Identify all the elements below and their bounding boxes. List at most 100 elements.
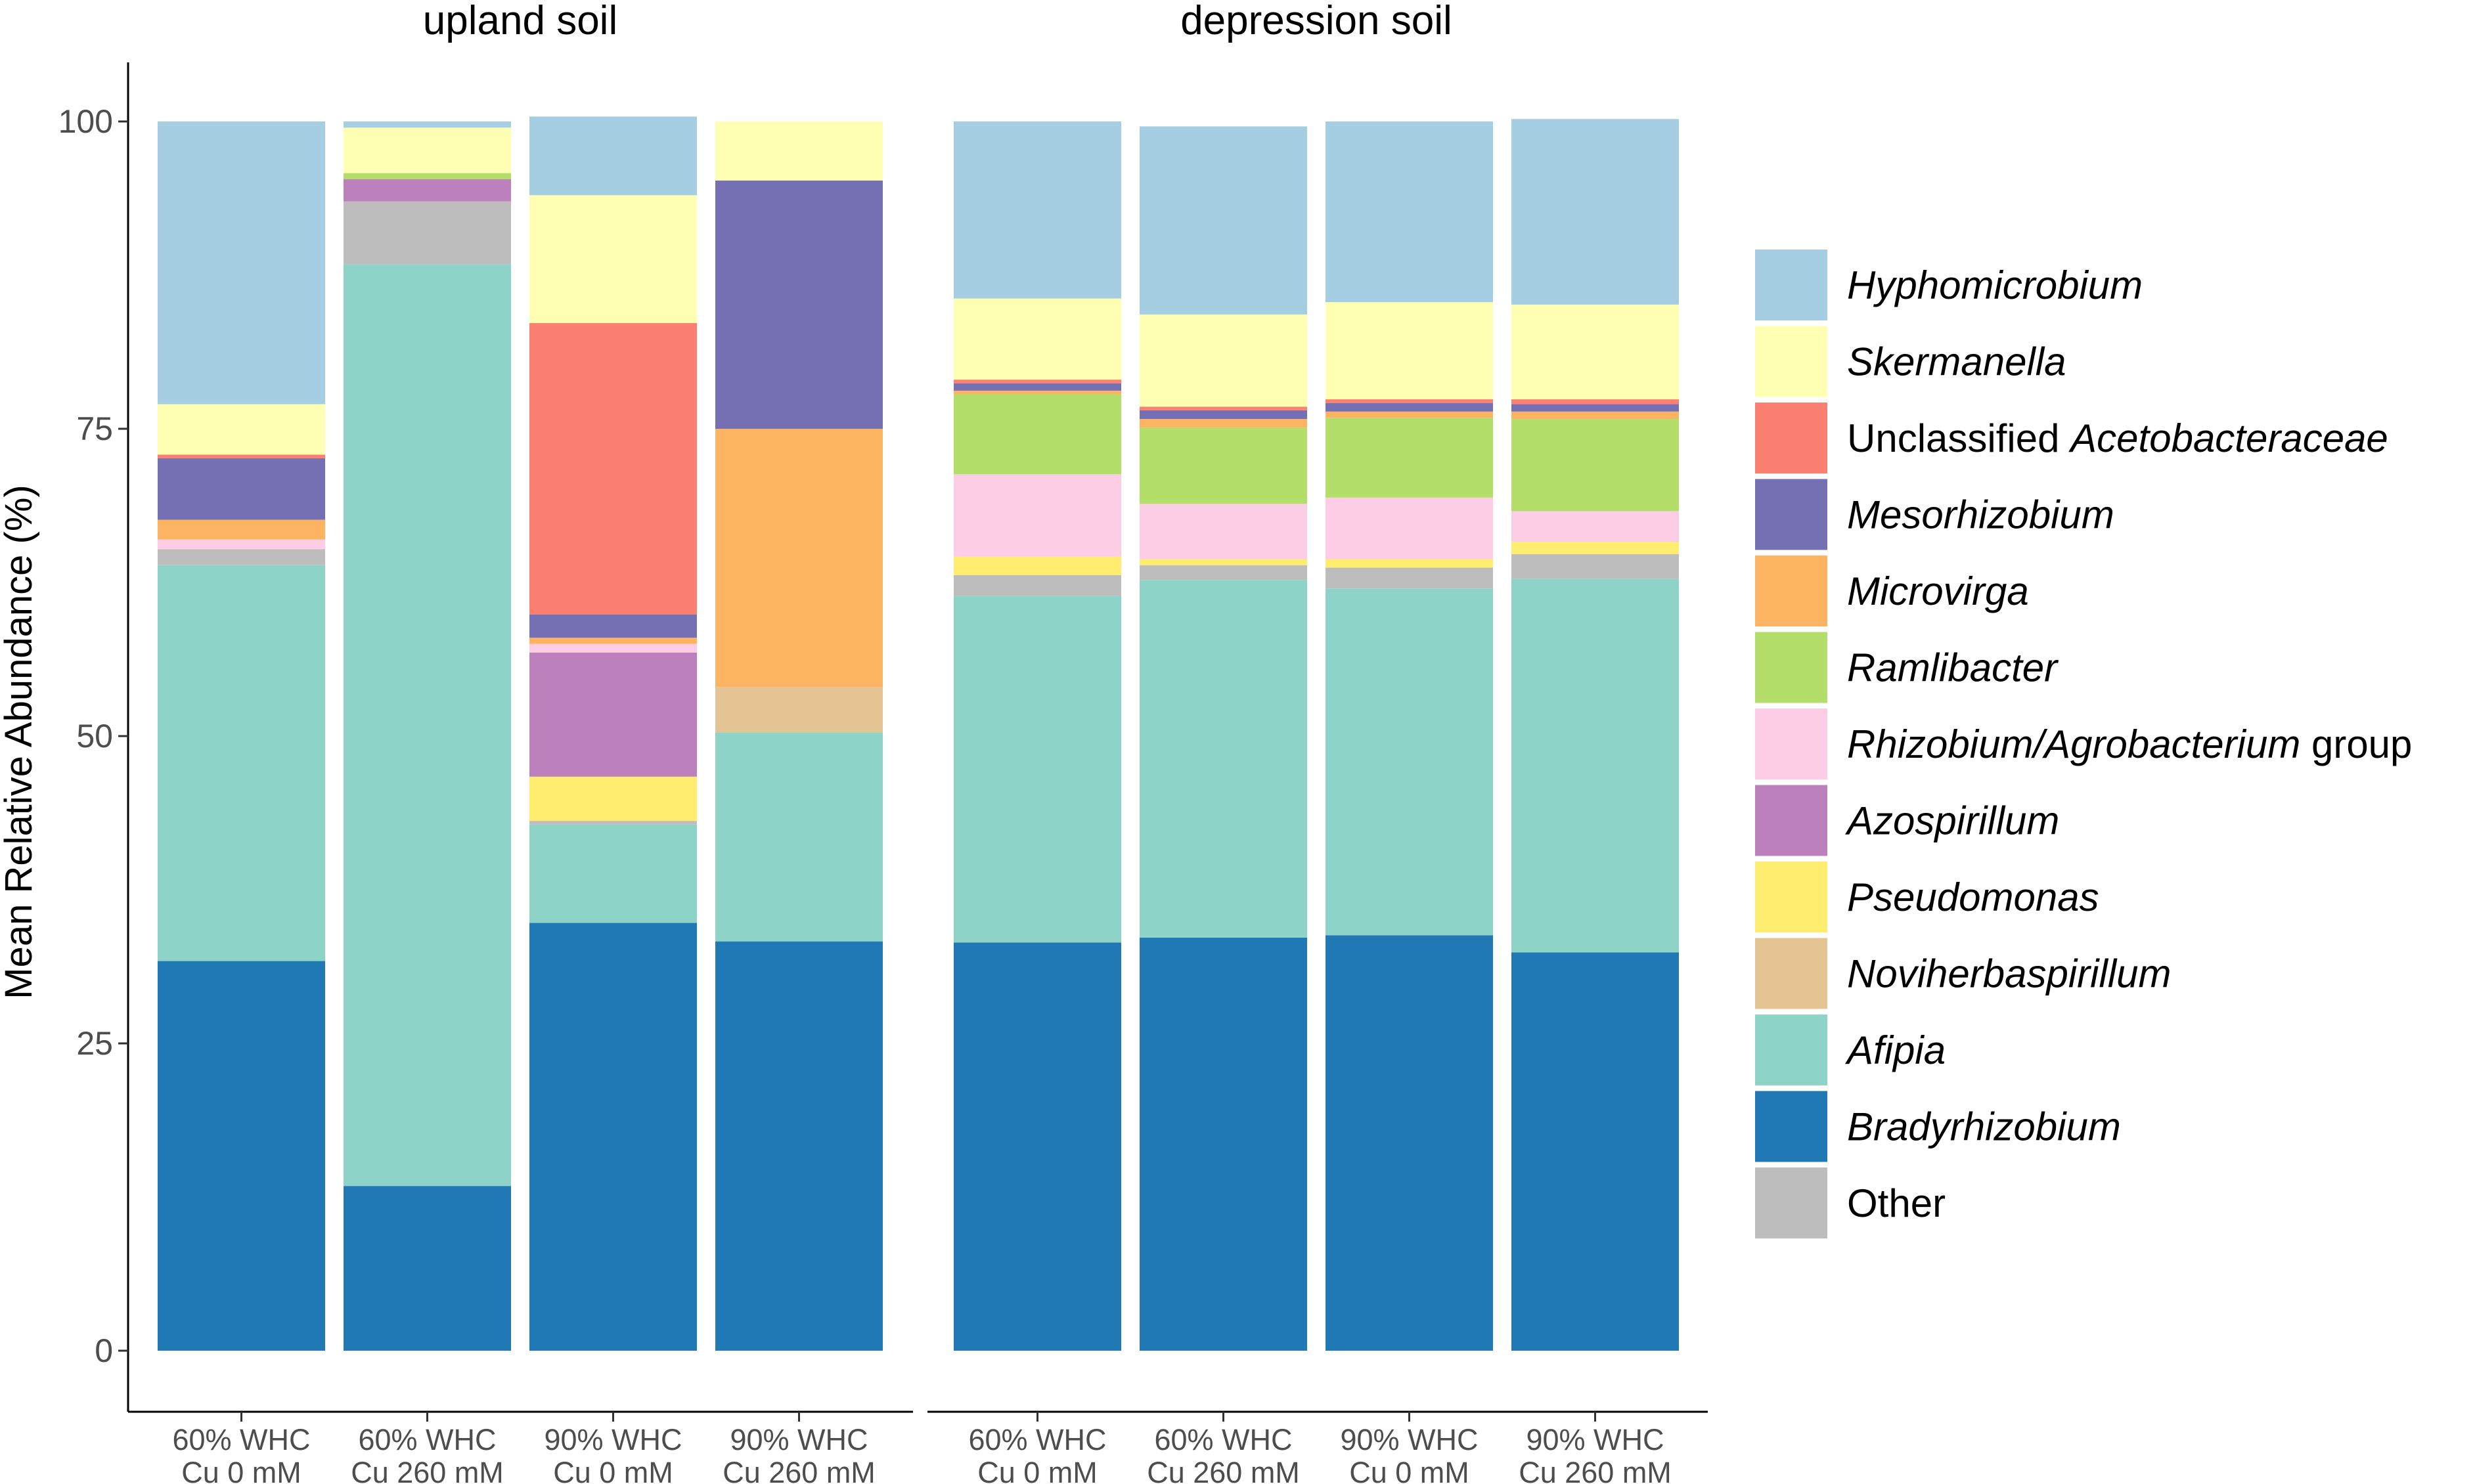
bar-segment [954,394,1121,475]
bar-segment [1140,410,1307,420]
legend-label: Ramlibacter [1847,646,2059,690]
legend-label: Mesorhizobium [1847,493,2114,537]
y-tick-label: 100 [58,103,113,140]
bar-segment [1326,567,1493,589]
bar-segment [1140,427,1307,504]
bar-segment [158,458,325,520]
bar-segment [158,549,325,565]
bar-segment [1326,411,1493,418]
legend-key [1755,632,1827,703]
legend-key [1755,1015,1827,1085]
legend-label: Other [1847,1181,1946,1225]
bar-segment [344,179,511,202]
bar-segment [1511,542,1679,554]
x-tick-label: 60% WHC Cu 260 mM [351,1423,504,1484]
bar-segment [344,264,511,1187]
bar-segment [954,575,1121,596]
x-tick-label: 90% WHC Cu 260 mM [723,1423,876,1484]
bar-segment [954,556,1121,575]
bar-segment [715,121,883,181]
bar-segment [1140,565,1307,580]
legend-label: Afipia [1845,1028,1946,1072]
bar-segment [1511,511,1679,542]
legend-label: Bradyrhizobium [1847,1105,2121,1149]
bar-segment [954,298,1121,380]
legend-key [1755,1091,1827,1162]
bar-segment [158,565,325,961]
bar-segment [158,519,325,540]
bar-segment [1140,419,1307,428]
legend-key [1755,1168,1827,1238]
bar-segment [1511,304,1679,400]
bar-segment [1326,403,1493,412]
legend-label: Skermanella [1847,340,2066,384]
x-tick-label: 90% WHC Cu 0 mM [1340,1423,1478,1484]
bar-segment [1140,126,1307,315]
bar-segment [1511,119,1679,305]
bar-segment [715,687,883,733]
legend: Hyphomicrobium Skermanella Unclassified Ac… [1755,250,2412,1238]
bars [158,116,1679,1351]
y-tick-label: 25 [76,1025,113,1062]
bar-segment [954,383,1121,391]
axes: Mean Relative Abundance (%) 0 25 50 75 100 60… [0,62,1708,1484]
legend-key [1755,479,1827,550]
bar-segment [1140,559,1307,565]
legend-label: Azospirillum [1845,799,2059,843]
bar-segment [954,942,1121,1351]
bar-segment [158,404,325,455]
legend-key [1755,709,1827,779]
bar-segment [529,824,697,923]
y-axis-label: Mean Relative Abundance (%) [0,485,40,999]
bar-segment [1511,411,1679,420]
legend-key [1755,862,1827,932]
bar-segment [1326,497,1493,559]
bar-segment [715,180,883,429]
bar-segment [1511,404,1679,412]
x-tick-label: 90% WHC Cu 0 mM [544,1423,682,1484]
bar-segment [1326,588,1493,936]
panel-titles: upland soil depression soil [423,0,1452,43]
bar-segment [715,732,883,942]
bar-segment [1511,554,1679,579]
legend-key [1755,403,1827,473]
bar-segment [715,429,883,687]
bar-segment [1140,580,1307,938]
legend-label: Noviherbaspirillum [1847,952,2172,996]
bar-segment [954,121,1121,299]
legend-label: Hyphomicrobium [1847,263,2143,307]
legend-label: Rhizobium/Agrobacterium group [1847,722,2412,766]
bar-segment [1140,938,1307,1351]
bar-segment [715,941,883,1351]
bar-segment [1511,399,1679,404]
bar-segment [344,127,511,173]
bar-segment [529,652,697,777]
bar-segment [954,474,1121,557]
bar-segment [1326,935,1493,1351]
bar-segment [529,776,697,821]
x-tick-label: 60% WHC Cu 0 mM [968,1423,1106,1484]
bar-segment [1326,302,1493,400]
bar-segment [529,116,697,196]
bar-segment [529,614,697,638]
bar-segment [954,390,1121,395]
bar-segment [529,923,697,1351]
bar-segment [1326,418,1493,498]
bar-segment [158,961,325,1351]
bar-segment [529,644,697,653]
panel-title: upland soil [423,0,617,43]
bar-segment [1140,314,1307,407]
x-tick-label: 60% WHC Cu 260 mM [1147,1423,1300,1484]
bar-segment [158,121,325,404]
y-tick-label: 75 [76,410,113,447]
panel-title: depression soil [1180,0,1452,43]
bar-segment [158,539,325,550]
legend-key [1755,250,1827,320]
legend-key [1755,326,1827,397]
bar-segment [954,596,1121,943]
x-tick-label: 90% WHC Cu 260 mM [1519,1423,1672,1484]
legend-key [1755,938,1827,1009]
bar-segment [344,1186,511,1351]
bar-segment [529,195,697,324]
